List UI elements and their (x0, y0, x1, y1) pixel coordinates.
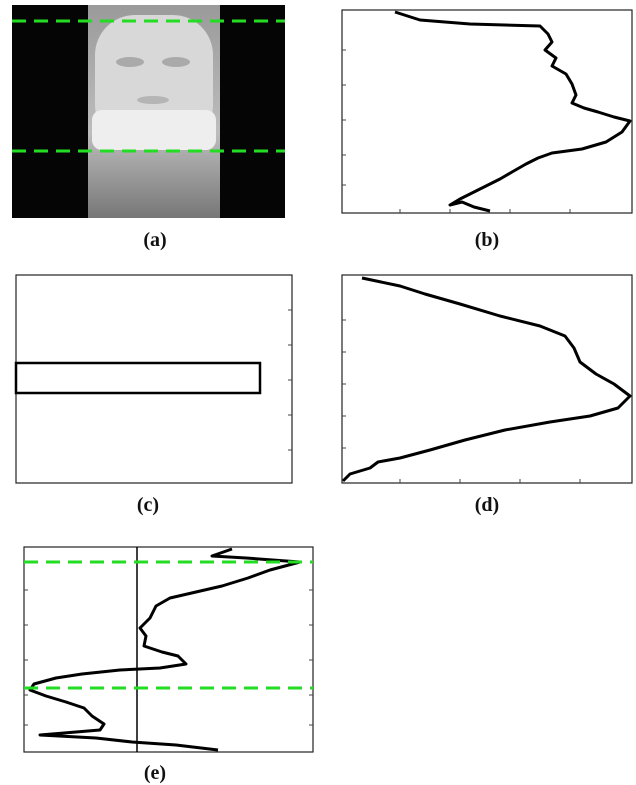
plot-frame (342, 10, 632, 213)
plot-frame (24, 547, 313, 752)
caption: (e) (144, 762, 166, 784)
mouth (137, 96, 169, 104)
caption: (a) (143, 229, 166, 251)
figure: (a) (b) (c) (d) (0, 0, 636, 785)
panel-a: (a) (12, 5, 285, 251)
panel-b: (b) (342, 10, 632, 251)
caption: (d) (475, 494, 499, 516)
neck (92, 110, 216, 150)
caption: (c) (137, 494, 159, 516)
plot-frame (16, 275, 292, 483)
eye (162, 57, 190, 67)
panel-d: (d) (342, 275, 632, 516)
eye (116, 57, 144, 67)
panel-c: (c) (16, 275, 292, 516)
plot-frame (342, 275, 632, 483)
panel-e: (e) (24, 547, 313, 784)
caption: (b) (475, 229, 499, 251)
